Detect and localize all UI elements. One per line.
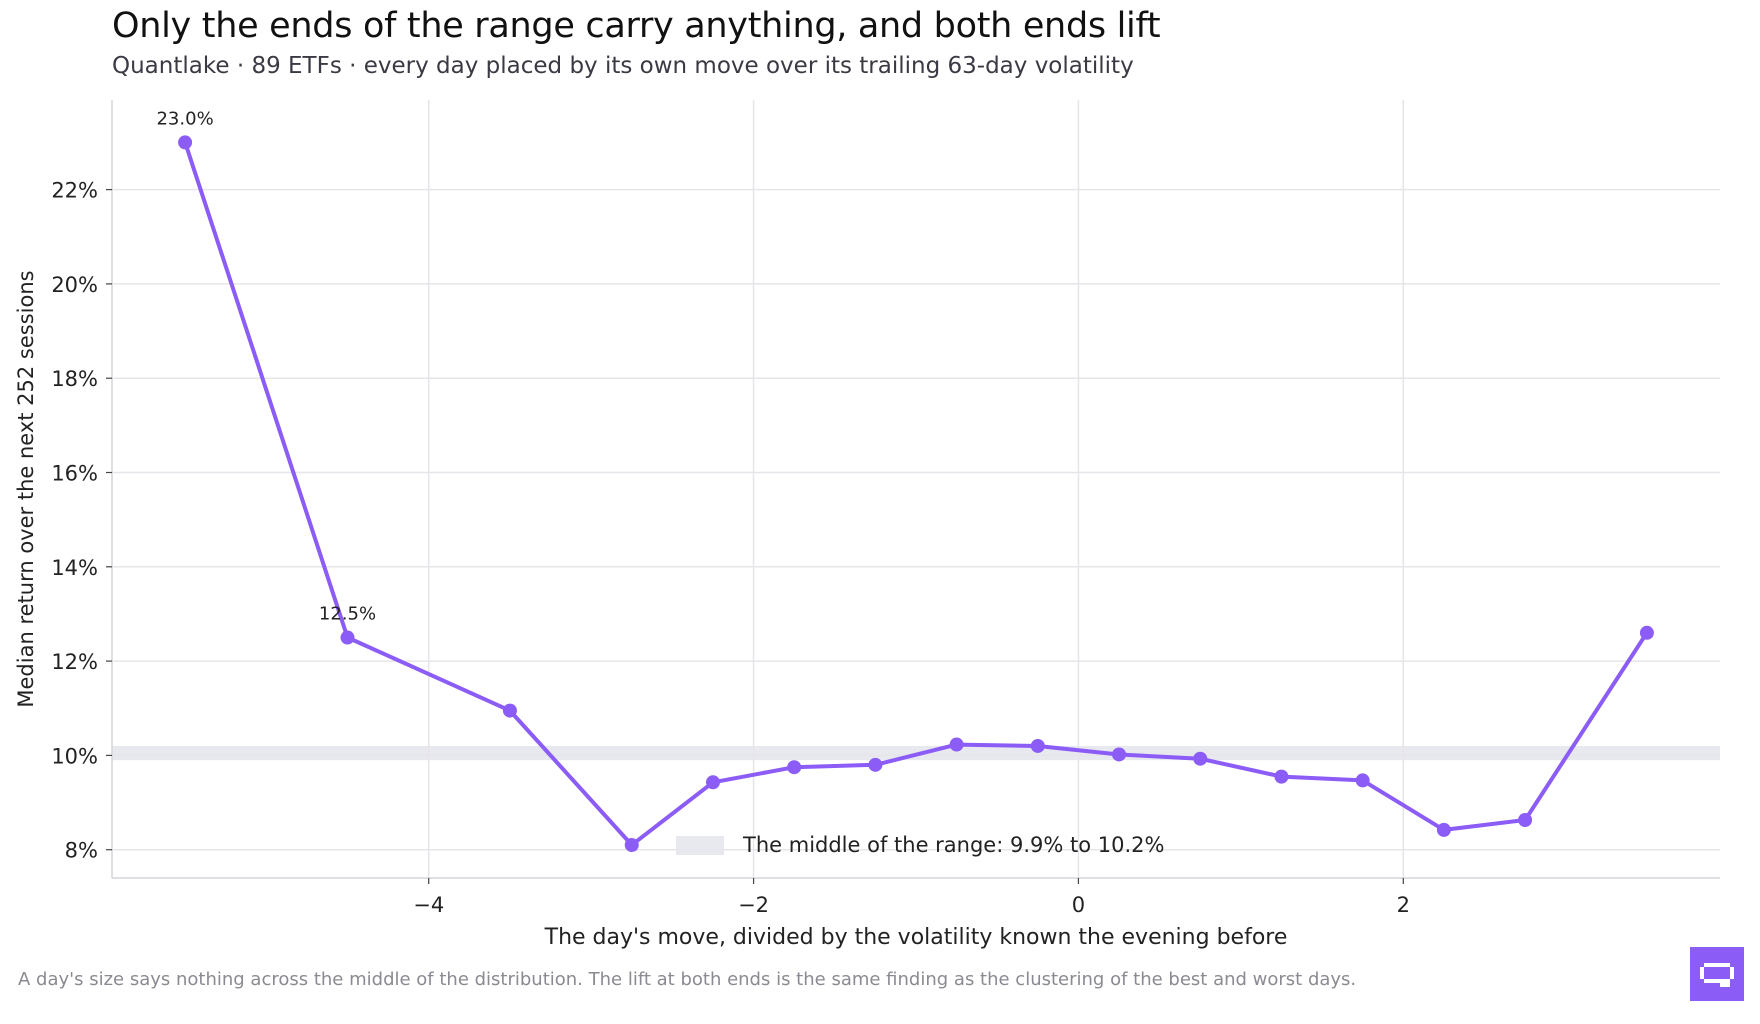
data-point <box>787 760 802 775</box>
data-point <box>1112 747 1127 762</box>
data-point <box>1436 822 1451 837</box>
band-legend-swatch <box>676 836 724 855</box>
data-point <box>1355 773 1370 788</box>
band-legend-label: The middle of the range: 9.9% to 10.2% <box>742 833 1164 857</box>
x-tick-label: 2 <box>1397 893 1410 917</box>
data-point <box>624 837 639 852</box>
data-point <box>178 135 193 150</box>
y-tick-label: 12% <box>51 650 98 674</box>
data-label: 23.0% <box>156 108 213 129</box>
data-point <box>705 775 720 790</box>
data-point <box>1518 813 1533 828</box>
y-tick-label: 16% <box>51 461 98 485</box>
y-tick-label: 20% <box>51 273 98 297</box>
y-tick-label: 8% <box>65 839 98 863</box>
y-tick-label: 10% <box>51 744 98 768</box>
data-point <box>868 757 883 772</box>
y-axis-label: Median return over the next 252 sessions <box>14 270 38 707</box>
x-tick-label: −2 <box>738 893 769 917</box>
quantlake-logo-icon <box>1690 947 1744 1001</box>
footnote: A day's size says nothing across the mid… <box>18 969 1357 990</box>
data-point <box>949 737 964 752</box>
x-tick-label: −4 <box>413 893 444 917</box>
data-point <box>1639 625 1654 640</box>
y-tick-label: 22% <box>51 179 98 203</box>
y-tick-label: 14% <box>51 556 98 580</box>
data-point <box>1030 738 1045 753</box>
data-point <box>1274 769 1289 784</box>
data-label: 12.5% <box>319 604 376 625</box>
chart-subtitle: Quantlake · 89 ETFs · every day placed b… <box>112 53 1134 79</box>
x-axis-label: The day's move, divided by the volatilit… <box>544 925 1288 950</box>
y-tick-label: 18% <box>51 367 98 391</box>
series-line <box>183 140 1649 847</box>
chart-title: Only the ends of the range carry anythin… <box>112 6 1161 46</box>
data-point <box>502 703 517 718</box>
data-point <box>1193 751 1208 766</box>
x-tick-label: 0 <box>1072 893 1085 917</box>
data-point <box>340 630 355 645</box>
